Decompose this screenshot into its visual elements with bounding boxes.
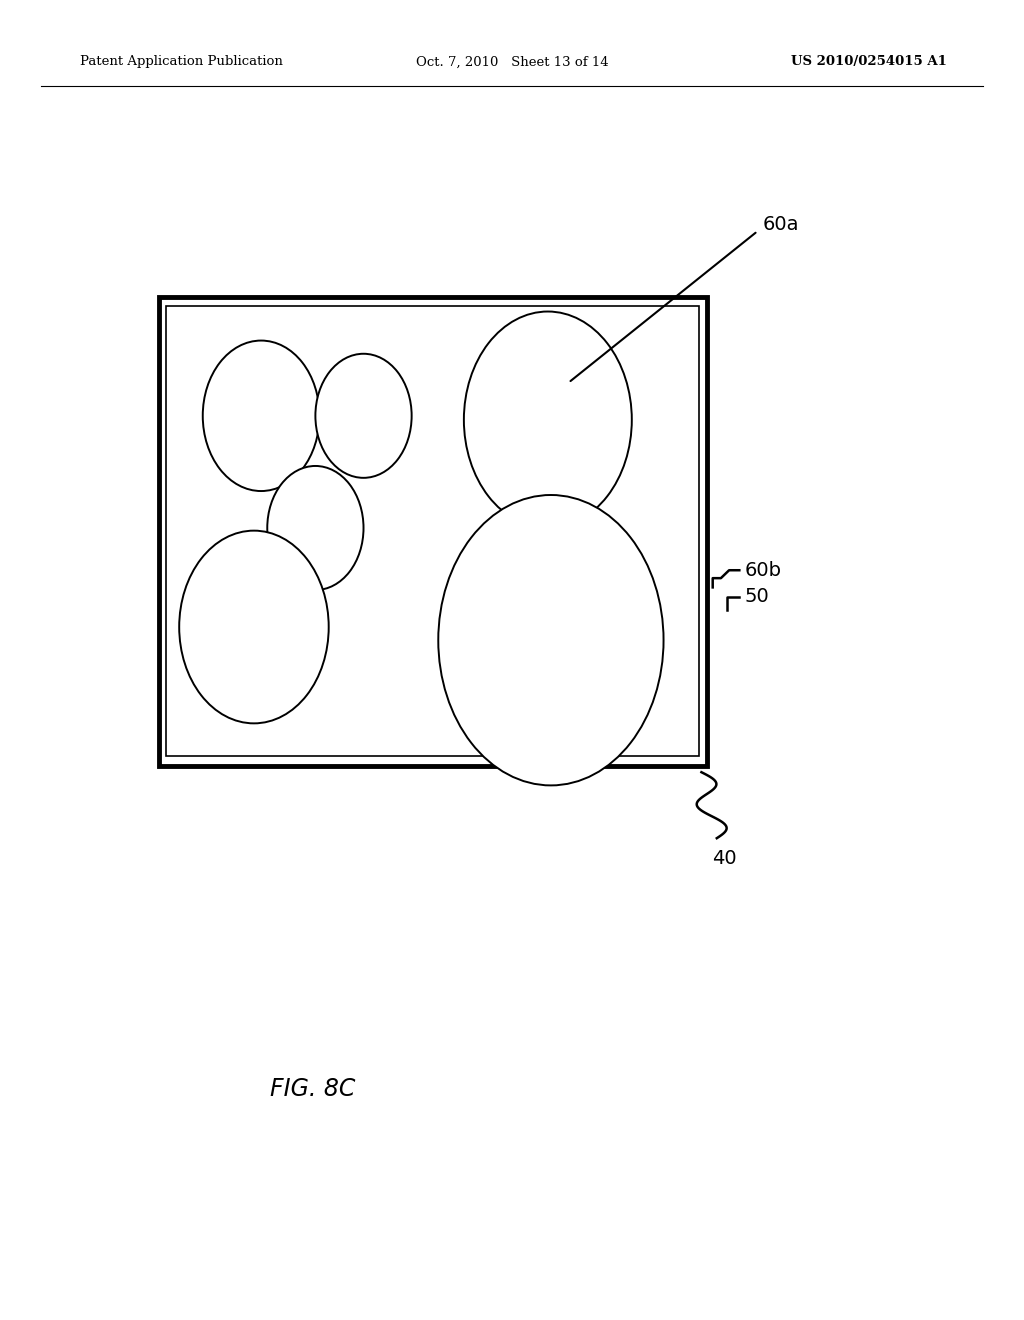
Text: 50: 50: [744, 587, 769, 606]
Circle shape: [267, 466, 364, 590]
Circle shape: [203, 341, 319, 491]
Circle shape: [438, 495, 664, 785]
Bar: [159, 297, 707, 766]
Text: US 2010/0254015 A1: US 2010/0254015 A1: [792, 55, 947, 69]
Circle shape: [179, 531, 329, 723]
Text: 60b: 60b: [744, 561, 781, 579]
Circle shape: [464, 312, 632, 528]
Text: Patent Application Publication: Patent Application Publication: [80, 55, 283, 69]
Circle shape: [315, 354, 412, 478]
Text: FIG. 8C: FIG. 8C: [269, 1077, 355, 1101]
Text: 40: 40: [712, 849, 736, 867]
Text: Oct. 7, 2010   Sheet 13 of 14: Oct. 7, 2010 Sheet 13 of 14: [416, 55, 608, 69]
Text: 60a: 60a: [763, 215, 800, 234]
Bar: [166, 306, 699, 756]
